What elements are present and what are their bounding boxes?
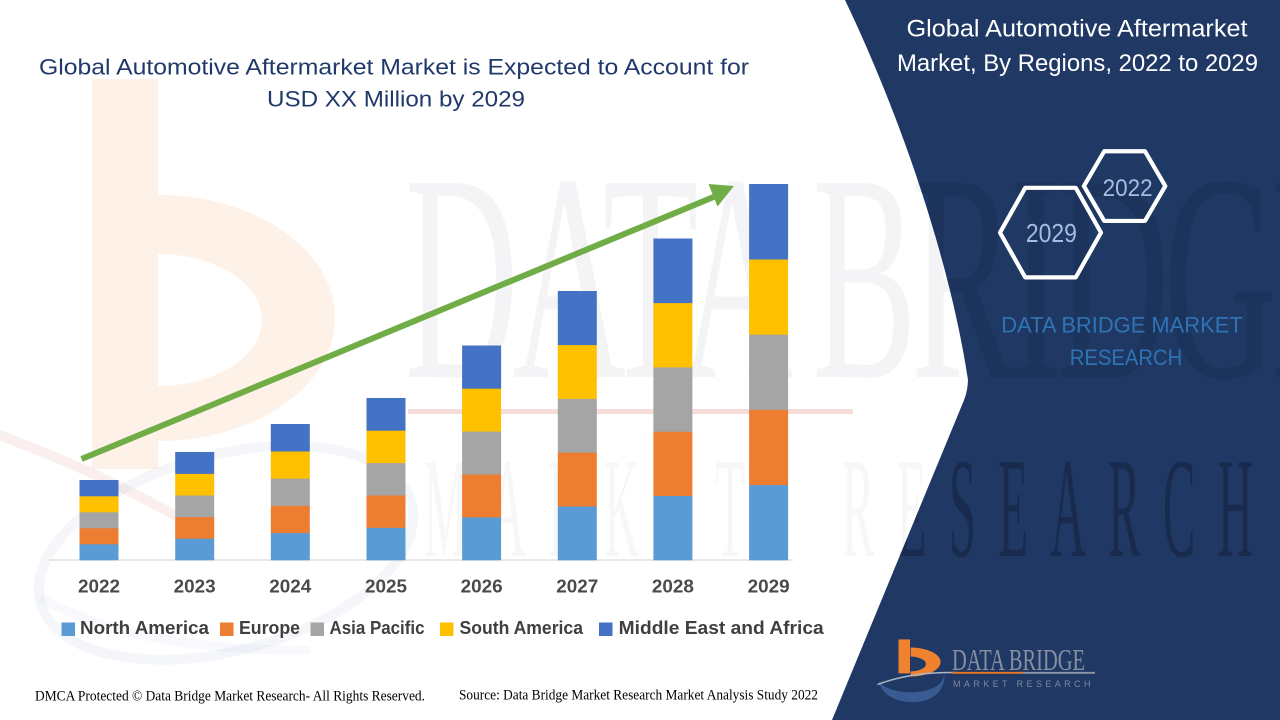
svg-text:2028: 2028 <box>652 577 694 597</box>
svg-text:2026: 2026 <box>461 577 503 597</box>
svg-text:Global Automotive Aftermarket: Global Automotive Aftermarket <box>907 16 1248 43</box>
svg-text:2022: 2022 <box>1103 175 1153 202</box>
svg-text:Source: Data Bridge Market Res: Source: Data Bridge Market Research Mark… <box>459 688 818 704</box>
svg-text:Europe: Europe <box>239 617 300 638</box>
svg-text:2022: 2022 <box>78 577 120 597</box>
svg-text:DMCA Protected © Data Bridge M: DMCA Protected © Data Bridge Market Rese… <box>35 689 425 705</box>
svg-text:South America: South America <box>460 617 584 638</box>
svg-text:North America: North America <box>80 617 210 638</box>
svg-text:2029: 2029 <box>748 577 790 597</box>
svg-text:DATA BRIDGE: DATA BRIDGE <box>952 643 1085 677</box>
svg-text:2027: 2027 <box>556 577 598 597</box>
svg-text:MARKET RESEARCH: MARKET RESEARCH <box>953 679 1094 689</box>
svg-text:2029: 2029 <box>1026 218 1077 248</box>
svg-text:Asia Pacific: Asia Pacific <box>330 617 425 638</box>
svg-text:USD XX Million by 2029: USD XX Million by 2029 <box>267 87 525 112</box>
svg-text:2023: 2023 <box>174 577 216 597</box>
svg-text:2025: 2025 <box>365 577 407 597</box>
svg-text:Market, By Regions, 2022 to 20: Market, By Regions, 2022 to 2029 <box>897 50 1258 77</box>
svg-text:2024: 2024 <box>269 577 311 597</box>
svg-text:Middle East and Africa: Middle East and Africa <box>619 617 825 638</box>
svg-text:DATA BRIDGE MARKET: DATA BRIDGE MARKET <box>1001 313 1243 338</box>
svg-text:Global Automotive Aftermarket: Global Automotive Aftermarket Market is … <box>39 55 749 80</box>
svg-text:RESEARCH: RESEARCH <box>1070 345 1183 370</box>
